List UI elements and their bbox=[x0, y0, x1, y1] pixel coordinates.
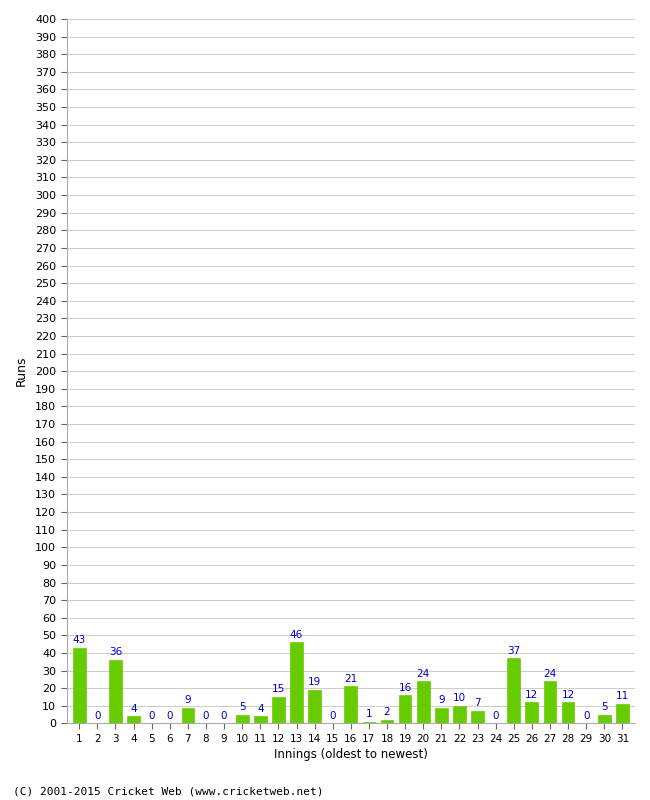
Bar bbox=[398, 695, 411, 723]
Text: 16: 16 bbox=[398, 682, 411, 693]
Text: 0: 0 bbox=[94, 710, 101, 721]
Text: 5: 5 bbox=[601, 702, 608, 712]
Text: 46: 46 bbox=[290, 630, 303, 640]
Text: 0: 0 bbox=[148, 710, 155, 721]
Bar bbox=[109, 660, 122, 723]
Bar bbox=[381, 720, 393, 723]
Text: 7: 7 bbox=[474, 698, 481, 709]
Text: 9: 9 bbox=[438, 695, 445, 705]
Text: (C) 2001-2015 Cricket Web (www.cricketweb.net): (C) 2001-2015 Cricket Web (www.cricketwe… bbox=[13, 786, 324, 796]
Text: 24: 24 bbox=[543, 669, 556, 678]
Text: 4: 4 bbox=[257, 704, 264, 714]
Bar bbox=[525, 702, 538, 723]
Bar bbox=[236, 714, 248, 723]
Text: 37: 37 bbox=[507, 646, 521, 656]
Bar bbox=[598, 714, 610, 723]
Text: 0: 0 bbox=[221, 710, 228, 721]
Text: 5: 5 bbox=[239, 702, 246, 712]
Bar bbox=[417, 681, 430, 723]
Bar bbox=[453, 706, 466, 723]
Bar bbox=[308, 690, 321, 723]
Text: 21: 21 bbox=[344, 674, 358, 684]
Text: 12: 12 bbox=[525, 690, 538, 700]
Text: 0: 0 bbox=[166, 710, 173, 721]
Text: 24: 24 bbox=[417, 669, 430, 678]
Bar bbox=[508, 658, 520, 723]
Bar bbox=[290, 642, 303, 723]
Text: 43: 43 bbox=[73, 635, 86, 645]
Text: 2: 2 bbox=[384, 707, 390, 718]
Bar bbox=[562, 702, 575, 723]
Bar bbox=[181, 707, 194, 723]
Text: 1: 1 bbox=[365, 709, 372, 719]
Text: 15: 15 bbox=[272, 684, 285, 694]
Text: 36: 36 bbox=[109, 647, 122, 658]
Bar bbox=[127, 716, 140, 723]
Bar bbox=[73, 648, 86, 723]
Bar bbox=[254, 716, 266, 723]
Text: 19: 19 bbox=[308, 678, 321, 687]
Text: 4: 4 bbox=[130, 704, 137, 714]
Text: 9: 9 bbox=[185, 695, 191, 705]
Bar bbox=[471, 711, 484, 723]
Bar bbox=[616, 704, 629, 723]
Bar bbox=[543, 681, 556, 723]
Bar bbox=[435, 707, 448, 723]
Bar bbox=[272, 697, 285, 723]
Text: 12: 12 bbox=[562, 690, 575, 700]
Text: 10: 10 bbox=[453, 693, 466, 703]
Text: 0: 0 bbox=[492, 710, 499, 721]
Text: 11: 11 bbox=[616, 691, 629, 702]
Y-axis label: Runs: Runs bbox=[15, 356, 28, 386]
Bar bbox=[344, 686, 357, 723]
Bar bbox=[363, 722, 375, 723]
Text: 0: 0 bbox=[583, 710, 590, 721]
Text: 0: 0 bbox=[330, 710, 336, 721]
Text: 0: 0 bbox=[203, 710, 209, 721]
X-axis label: Innings (oldest to newest): Innings (oldest to newest) bbox=[274, 748, 428, 761]
